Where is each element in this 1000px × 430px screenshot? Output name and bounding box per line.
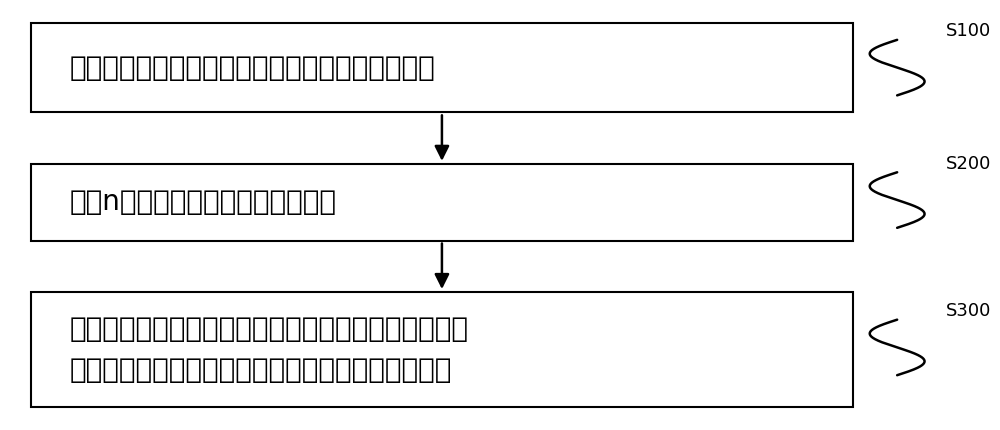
Text: 将热阻抗特征频率的变化情况，与健康状态下的热阻抗
特征频率进行对比，评估功率半导体器件的健康状态: 将热阻抗特征频率的变化情况，与健康状态下的热阻抗 特征频率进行对比，评估功率半导… bbox=[70, 315, 469, 384]
Text: S100: S100 bbox=[946, 22, 991, 40]
Text: 检测n个热阻抗特征频率的变化情况: 检测n个热阻抗特征频率的变化情况 bbox=[70, 188, 337, 216]
Text: 提取功率半导体器件及其散热器的热阻抗特征频率: 提取功率半导体器件及其散热器的热阻抗特征频率 bbox=[70, 54, 436, 82]
FancyBboxPatch shape bbox=[31, 23, 853, 113]
FancyBboxPatch shape bbox=[31, 164, 853, 241]
Text: S300: S300 bbox=[946, 302, 991, 320]
Text: S200: S200 bbox=[946, 155, 991, 173]
FancyBboxPatch shape bbox=[31, 292, 853, 407]
